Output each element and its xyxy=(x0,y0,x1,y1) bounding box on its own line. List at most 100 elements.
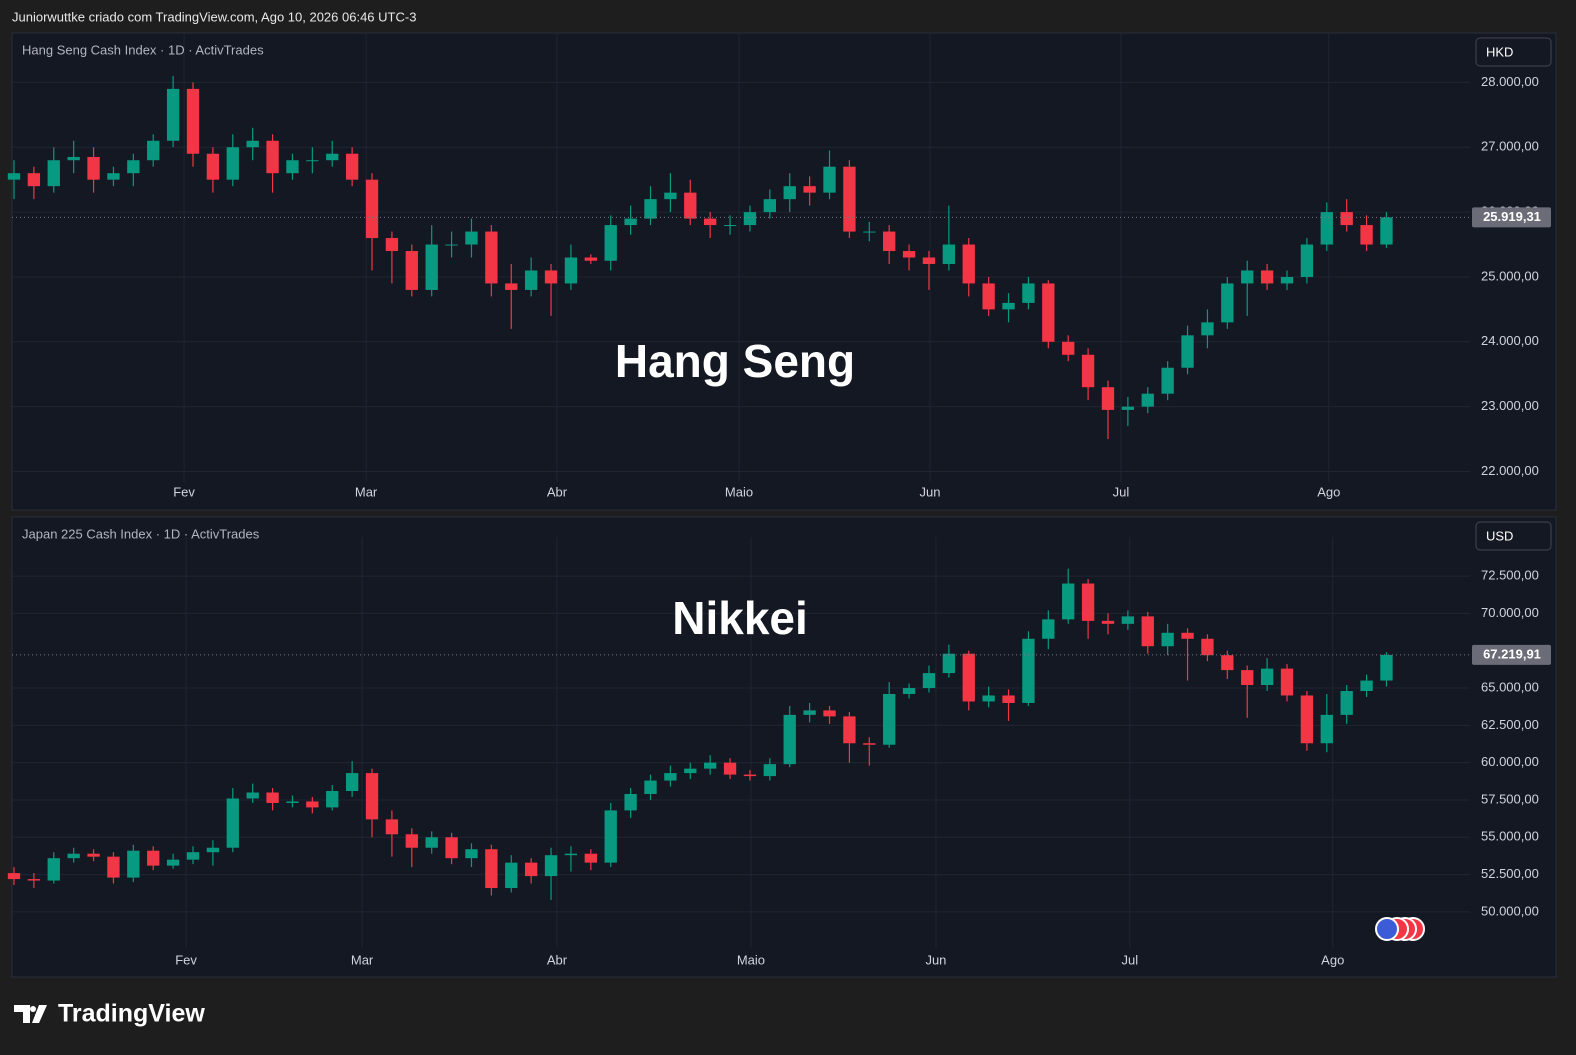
candle-body xyxy=(1260,270,1274,284)
candle-body xyxy=(326,791,339,808)
candle-body xyxy=(1221,283,1234,323)
last-price-box xyxy=(1472,207,1551,228)
candle-body xyxy=(584,853,597,863)
candle-body xyxy=(1181,335,1194,368)
candle-body xyxy=(505,283,518,290)
candle-body xyxy=(902,251,916,258)
candle-body xyxy=(1181,632,1194,639)
candle-body xyxy=(147,140,160,161)
candle-body xyxy=(405,251,418,290)
candle-body xyxy=(306,160,319,162)
candle-body xyxy=(1320,714,1333,744)
candle-body xyxy=(345,773,359,792)
candle-body xyxy=(1101,620,1115,624)
candle-body xyxy=(1241,670,1254,686)
candle-body xyxy=(405,834,418,848)
candle-body xyxy=(1360,225,1373,245)
y-tick-label: 22.000,00 xyxy=(1481,463,1539,478)
candle-body xyxy=(87,853,100,857)
candle-body xyxy=(306,801,319,808)
candle-body xyxy=(1081,354,1095,388)
candle-body xyxy=(425,837,438,848)
candle-body xyxy=(286,160,299,174)
currency[interactable]: USD xyxy=(1486,528,1513,543)
candle-body xyxy=(1002,302,1015,310)
candle-body xyxy=(803,186,816,193)
candle-body xyxy=(1121,406,1135,410)
candle-body xyxy=(902,688,916,694)
candle-body xyxy=(763,199,777,213)
candle-body xyxy=(1022,283,1035,303)
x-tick-label: Fev xyxy=(173,484,195,499)
y-tick-label: 57.500,00 xyxy=(1481,791,1539,806)
candle-body xyxy=(803,710,816,715)
candle-body xyxy=(1320,212,1333,245)
currency-box[interactable] xyxy=(1475,521,1552,551)
x-tick-label: Abr xyxy=(547,952,568,967)
candle-body xyxy=(385,238,399,252)
candle-body xyxy=(962,244,975,284)
candle-body xyxy=(783,186,796,200)
candle-body xyxy=(684,192,697,219)
candle-body xyxy=(982,695,995,702)
candle-body xyxy=(723,225,737,227)
candle-body xyxy=(982,283,995,310)
candle-body xyxy=(485,849,498,889)
candle-body xyxy=(1380,217,1393,245)
last-price-box xyxy=(1472,644,1551,665)
y-tick-label: 55.000,00 xyxy=(1481,829,1539,844)
last-price-label: 25.919,31 xyxy=(1483,209,1541,224)
candle-body xyxy=(67,156,80,161)
candle-body xyxy=(67,853,80,859)
y-tick-label: 52.500,00 xyxy=(1481,866,1539,881)
x-tick-label: Jun xyxy=(925,952,946,967)
x-tick-label: Maio xyxy=(725,484,753,499)
candle-body xyxy=(564,257,578,284)
x-tick-label: Fev xyxy=(175,952,197,967)
y-tick-label: 70.000,00 xyxy=(1481,605,1539,620)
candle-body xyxy=(664,192,677,200)
y-tick-label: 72.500,00 xyxy=(1481,568,1539,583)
candle-body xyxy=(166,859,180,866)
candle-body xyxy=(127,160,140,174)
candle-body xyxy=(147,850,160,866)
candle-body xyxy=(1002,695,1015,703)
candle-body xyxy=(326,153,339,161)
candle-body xyxy=(883,231,896,252)
header: Juniorwuttke criado com TradingView.com,… xyxy=(12,9,416,24)
candle-body xyxy=(604,810,617,863)
candle-body xyxy=(564,853,578,856)
y-tick-label: 65.000,00 xyxy=(1481,679,1539,694)
candle-body xyxy=(823,166,836,193)
candle-body xyxy=(1141,616,1154,647)
candle-body xyxy=(743,212,757,226)
candle-body xyxy=(644,780,657,794)
y-tick-label: 23.000,00 xyxy=(1481,398,1539,413)
candle-body xyxy=(723,762,737,775)
candle-body xyxy=(266,140,279,174)
x-tick-label: Mar xyxy=(355,484,378,499)
candle-body xyxy=(584,257,597,261)
candle-body xyxy=(1161,632,1174,647)
x-tick-label: Maio xyxy=(737,952,765,967)
candle-body xyxy=(942,244,956,264)
panel xyxy=(11,32,1557,511)
event-flags[interactable] xyxy=(1375,917,1425,941)
candle-body xyxy=(465,231,478,245)
candle-body xyxy=(544,855,558,877)
candle-body xyxy=(345,153,359,180)
y-tick-label: 25.000,00 xyxy=(1481,268,1539,283)
candle-body xyxy=(7,173,21,180)
candle-body xyxy=(365,773,379,820)
candle-body xyxy=(962,653,975,702)
candle-body xyxy=(206,847,220,853)
panel-title: Hang Seng Cash Index · 1D · ActivTrades xyxy=(22,42,264,57)
candle-body xyxy=(823,710,836,717)
candle-body xyxy=(1300,695,1314,744)
candle-body xyxy=(883,693,896,745)
x-tick-label: Abr xyxy=(547,484,568,499)
currency-box[interactable] xyxy=(1475,37,1552,67)
candle-body xyxy=(445,244,458,246)
currency[interactable]: HKD xyxy=(1486,44,1513,59)
